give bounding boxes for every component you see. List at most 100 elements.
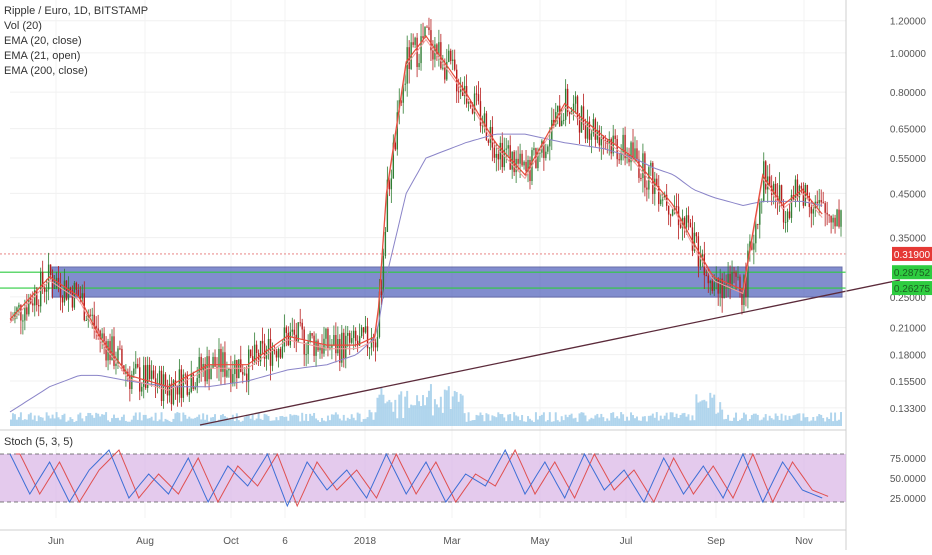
candle-body: [709, 280, 711, 284]
volume-bar: [828, 418, 831, 426]
indicator-ema-21[interactable]: EMA (21, open): [4, 50, 81, 62]
candle-body: [669, 214, 672, 216]
volume-bar: [158, 419, 161, 426]
candle-body: [281, 346, 284, 358]
volume-bar: [152, 420, 155, 426]
stoch-k-line[interactable]: [9, 448, 823, 508]
candle-body: [590, 133, 593, 140]
volume-bar: [645, 421, 648, 426]
volume-bar: [348, 419, 351, 426]
candle-body: [662, 199, 664, 201]
candle-body: [483, 113, 486, 126]
candle-body: [105, 341, 107, 361]
candle-body: [349, 332, 351, 343]
candle-body: [137, 363, 139, 368]
candle-body: [47, 264, 50, 290]
volume-bar: [586, 421, 589, 426]
candle-body: [279, 348, 282, 358]
stoch-d-line[interactable]: [15, 448, 829, 508]
candle-body: [418, 63, 420, 68]
candle-body: [638, 159, 640, 178]
candle-body: [404, 83, 406, 85]
volume-bar: [33, 415, 36, 426]
volume-bar: [285, 416, 288, 426]
volume-bar: [404, 396, 407, 426]
candle-body: [533, 148, 535, 151]
volume-bar: [378, 394, 381, 426]
candle-body: [424, 26, 426, 38]
volume-bar: [792, 415, 795, 426]
volume-bar: [398, 394, 401, 426]
volume-bar: [834, 412, 837, 426]
candle-body: [765, 161, 767, 190]
volume-bar: [604, 421, 607, 426]
volume-bar: [606, 418, 609, 426]
candle-body: [34, 290, 36, 306]
zone-bottom-tag-text: 0.26275: [894, 284, 931, 295]
volume-bar: [394, 399, 397, 426]
candle-body: [307, 341, 309, 355]
ema-21-line[interactable]: [9, 38, 823, 391]
candle-body: [339, 339, 341, 363]
candle-body: [368, 347, 371, 349]
candle-body: [679, 225, 682, 228]
volume-bar: [752, 413, 755, 426]
volume-bar: [382, 394, 385, 426]
indicator-vol[interactable]: Vol (20): [4, 20, 42, 32]
candle-body: [85, 320, 87, 322]
volume-bar: [576, 421, 579, 426]
candle-body: [214, 356, 216, 367]
volume-bar: [618, 418, 621, 426]
volume-bar: [507, 414, 510, 426]
volume-bar: [598, 417, 601, 426]
price-tick-label: 0.80000: [890, 88, 927, 99]
indicator-ema-20[interactable]: EMA (20, close): [4, 35, 82, 47]
volume-bar: [237, 420, 240, 426]
volume-bar: [637, 420, 640, 426]
candle-body: [36, 290, 38, 306]
candle-body: [18, 304, 20, 308]
volume-bar: [275, 417, 278, 426]
candle-body: [786, 211, 789, 223]
volume-bar: [477, 415, 480, 426]
volume-bar: [677, 418, 680, 426]
volume-bar: [713, 394, 716, 426]
candle-body: [527, 159, 529, 171]
volume-bar: [81, 418, 84, 426]
stoch-label[interactable]: Stoch (5, 3, 5): [4, 436, 74, 448]
candle-body: [438, 42, 440, 55]
ascending-trendline[interactable]: [199, 279, 901, 426]
volume-bar: [661, 418, 664, 426]
candle-body: [519, 153, 521, 164]
candle-body: [836, 209, 838, 227]
volume-bar: [697, 402, 700, 426]
volume-bar: [705, 401, 708, 426]
volume-bar: [99, 416, 102, 426]
candle-body: [303, 329, 305, 355]
candle-body: [49, 264, 52, 275]
candle-body: [166, 386, 169, 396]
volume-bar: [562, 420, 565, 426]
volume-bar: [689, 420, 692, 426]
volume-bar: [178, 412, 181, 426]
volume-bar: [665, 412, 668, 426]
volume-bar: [485, 413, 488, 426]
candle-body: [640, 177, 642, 179]
candle-body: [691, 227, 694, 251]
candle-body: [517, 158, 519, 164]
zone-bottom-tag: [892, 281, 932, 296]
candle-body: [356, 340, 359, 346]
candle-body: [57, 277, 60, 284]
volume-bar: [340, 420, 343, 426]
candle-body: [45, 289, 48, 292]
indicator-ema-200[interactable]: EMA (200, close): [4, 65, 88, 77]
volume-bar: [249, 418, 252, 426]
volume-bar: [372, 419, 375, 426]
ema-20-line[interactable]: [9, 34, 823, 388]
candle-body: [727, 273, 729, 285]
volume-bar: [624, 420, 627, 426]
candle-body: [32, 303, 34, 306]
candle-body: [248, 349, 250, 383]
